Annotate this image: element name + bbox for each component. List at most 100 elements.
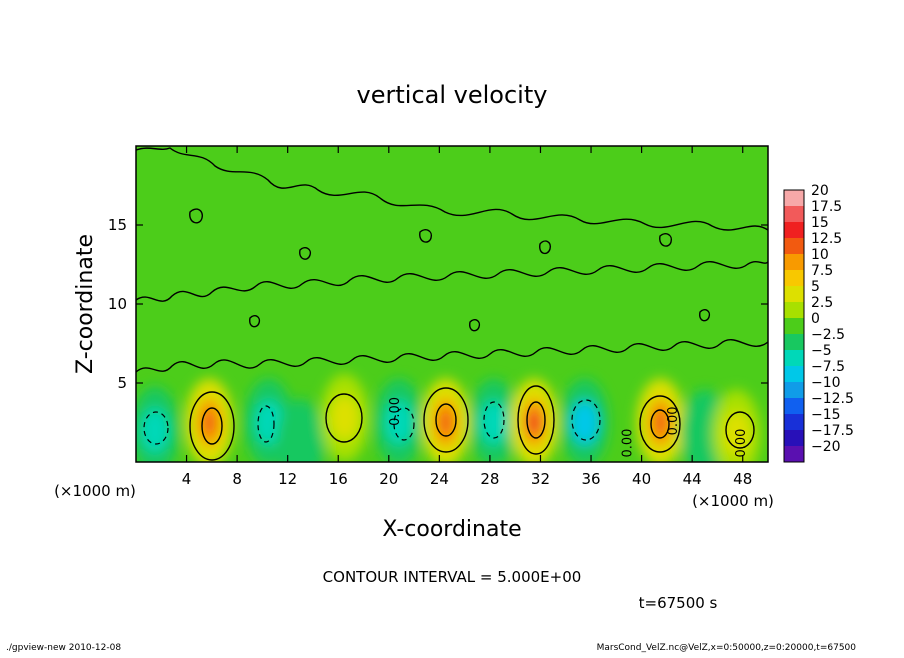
velocity-cell-peak — [439, 410, 452, 435]
colorbar-label: 5 — [811, 279, 820, 295]
velocity-cells — [136, 373, 761, 462]
colorbar-label: −12.5 — [811, 391, 854, 407]
updraft-contour-5 — [639, 395, 681, 453]
colorbar-label: 0 — [811, 311, 820, 327]
colorbar-swatch — [784, 366, 804, 383]
colorbar-label: 7.5 — [811, 263, 833, 279]
footer-left: ./gpview-new 2010-12-08 — [6, 643, 121, 653]
y-axis-ticks: 5 10 15 — [108, 216, 768, 392]
velocity-cell-core — [384, 400, 413, 445]
contour-bubble-3 — [419, 229, 433, 243]
x-tick-label: 4 — [182, 470, 192, 488]
colorbar-swatch — [784, 350, 804, 367]
negative-contours — [143, 399, 601, 445]
contour-bubble-4 — [539, 240, 552, 255]
updraft-contour-3 — [423, 387, 469, 453]
x-unit-left: (×1000 m) — [54, 482, 136, 500]
contour-value-labels: 0.00 0.00 0.00 0.00 — [388, 397, 749, 458]
colorbar-swatch — [784, 334, 804, 351]
x-tick-label: 16 — [329, 470, 348, 488]
colorbar-label: 10 — [811, 247, 829, 263]
y-tick-label: 15 — [108, 216, 127, 234]
time-label: t=67500 s — [639, 594, 718, 612]
chart-title: vertical velocity — [357, 81, 548, 109]
velocity-cell-peak — [203, 410, 216, 435]
colorbar: 2017.51512.5107.552.50−2.5−5−7.5−10−12.5… — [784, 183, 854, 463]
x-tick-label: 24 — [430, 470, 449, 488]
velocity-cell-core — [254, 400, 283, 445]
y-tick-label: 5 — [117, 374, 127, 392]
x-tick-label: 8 — [232, 470, 242, 488]
velocity-cell-core — [140, 408, 169, 453]
velocity-cell-core — [286, 421, 315, 462]
velocity-cell-core — [330, 395, 359, 440]
contour-lines — [136, 147, 768, 461]
colorbar-swatch — [784, 254, 804, 271]
colorbar-label: −17.5 — [811, 423, 854, 439]
updraft-inner-4 — [526, 401, 546, 439]
colorbar-label: −15 — [811, 407, 841, 423]
updraft-inner-3 — [435, 403, 457, 437]
downdraft-contour-4 — [483, 401, 505, 439]
velocity-cell-core — [570, 400, 599, 445]
footer-right: MarsCond_VelZ.nc@VelZ,x=0:50000,z=0:2000… — [597, 643, 857, 653]
contour-value-label: 0.00 — [666, 406, 681, 435]
velocity-cell-core — [722, 411, 751, 456]
x-tick-label: 20 — [379, 470, 398, 488]
contour-bubble-2 — [299, 247, 312, 260]
x-tick-label: 48 — [733, 470, 752, 488]
contour-value-label: 0.00 — [388, 397, 403, 426]
velocity-cell-core — [690, 411, 719, 456]
x-tick-label: 12 — [278, 470, 297, 488]
colorbar-swatch — [784, 222, 804, 239]
colorbar-label: 2.5 — [811, 295, 833, 311]
zero-contour-lower — [136, 339, 768, 373]
colorbar-swatch — [784, 302, 804, 319]
colorbar-swatch — [784, 270, 804, 287]
contour-bubble-5 — [659, 233, 673, 247]
colorbar-swatch — [784, 398, 804, 415]
colorbar-frame — [783, 189, 805, 463]
downdraft-contour-5 — [571, 399, 601, 441]
colorbar-label: −10 — [811, 375, 841, 391]
colorbar-swatch — [784, 382, 804, 399]
velocity-cell-peak — [528, 410, 541, 435]
y-tick-label: 10 — [108, 295, 127, 313]
downdraft-contour-2 — [257, 405, 275, 443]
contour-bubble-8 — [699, 309, 711, 322]
zero-contour-upper — [136, 147, 768, 231]
updraft-contour-4 — [517, 385, 555, 455]
contour-value-label: 0.00 — [734, 429, 749, 458]
x-axis-label: X-coordinate — [382, 517, 521, 542]
colorbar-label: 17.5 — [811, 199, 842, 215]
colorbar-swatch — [784, 190, 804, 207]
colorbar-swatch — [784, 286, 804, 303]
colorbar-swatch — [784, 446, 804, 463]
x-tick-label: 28 — [480, 470, 499, 488]
y-axis-label: Z-coordinate — [73, 234, 98, 374]
colorbar-label: −5 — [811, 343, 832, 359]
updraft-contour-6 — [725, 411, 755, 449]
colorbar-swatch — [784, 318, 804, 335]
colorbar-swatch — [784, 206, 804, 223]
colorbar-label: −2.5 — [811, 327, 845, 343]
x-tick-label: 40 — [632, 470, 651, 488]
x-unit-right: (×1000 m) — [692, 492, 774, 510]
plot-area: 0.00 0.00 0.00 0.00 — [136, 146, 768, 462]
colorbar-label: 20 — [811, 183, 829, 199]
contour-bubble-6 — [249, 315, 261, 328]
colorbar-label: 15 — [811, 215, 829, 231]
contour-value-label: 0.00 — [620, 429, 635, 458]
colorbar-swatch — [784, 430, 804, 447]
contour-interval-text: CONTOUR INTERVAL = 5.000E+00 — [323, 568, 582, 586]
x-tick-label: 36 — [581, 470, 600, 488]
colorbar-label: −7.5 — [811, 359, 845, 375]
contour-bubble-7 — [469, 319, 481, 332]
downdraft-contour-3 — [393, 407, 415, 441]
zero-contour-mid — [136, 261, 768, 302]
x-tick-label: 32 — [531, 470, 550, 488]
colorbar-label: −20 — [811, 439, 841, 455]
updraft-inner-1 — [201, 407, 223, 445]
x-axis-ticks: 4 8 12 16 20 24 28 32 36 40 44 48 — [182, 146, 752, 488]
